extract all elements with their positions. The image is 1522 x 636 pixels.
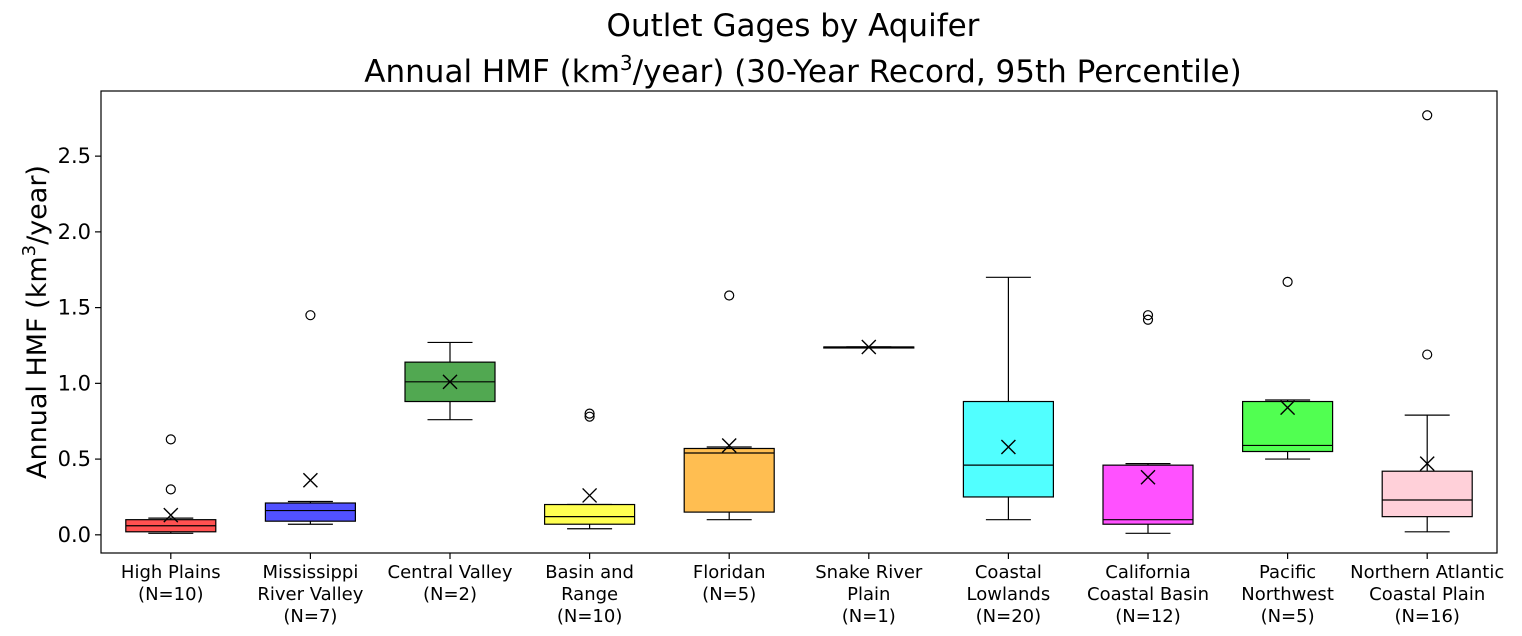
x-category-label: High Plains (N=10): [121, 562, 221, 605]
ylabel-superscript: 3: [19, 245, 40, 256]
mean-marker: [721, 437, 737, 453]
mean-marker: [1140, 469, 1156, 485]
x-category-label-line: Central Valley: [388, 562, 513, 583]
outlier-point: [584, 408, 595, 419]
mean-marker: [442, 374, 458, 390]
x-category-label-line: (N=20): [976, 606, 1042, 627]
mean-marker: [1419, 456, 1435, 472]
y-axis-label: Annual HMF (km3/year): [19, 165, 53, 479]
iqr-box: [543, 503, 636, 525]
outlier-point: [1142, 314, 1154, 325]
x-category-label: Floridan (N=5): [693, 562, 766, 605]
mean-marker: [163, 507, 179, 523]
outlier-point: [724, 290, 735, 301]
iqr-box: [962, 400, 1055, 498]
x-category-label-line: (N=10): [557, 606, 623, 627]
iqr-box: [1241, 400, 1334, 453]
x-category-label-line: Range: [561, 584, 618, 605]
x-category-label-line: Coastal Basin: [1087, 584, 1209, 605]
title-superscript: 3: [620, 51, 633, 75]
y-tick-label: 1.0: [58, 371, 91, 395]
outlier-point: [584, 411, 595, 422]
outlier-point: [165, 484, 176, 495]
outlier-point: [1142, 310, 1154, 321]
iqr-box: [1102, 464, 1194, 525]
iqr-box: [264, 502, 356, 522]
x-category-label-line: (N=5): [1261, 606, 1315, 627]
outlier-point: [1422, 349, 1433, 360]
x-category-label-line: Coastal Plain: [1369, 584, 1485, 605]
x-category-label: Northern Atlantic Coastal Plain (N=16): [1350, 562, 1504, 627]
x-category-label-line: River Valley: [257, 584, 363, 605]
x-category-label: Basin and Range (N=10): [545, 562, 634, 627]
y-tick-label: 1.5: [58, 296, 91, 320]
x-category-label: California Coastal Basin (N=12): [1087, 562, 1209, 627]
outlier-point: [1282, 276, 1293, 287]
x-category-label-line: Coastal: [975, 562, 1042, 583]
y-tick-label: 0.5: [58, 447, 91, 471]
x-category-label-line: Pacific: [1259, 562, 1316, 583]
x-category-label: Coastal Lowlands (N=20): [967, 562, 1051, 627]
plot-frame: [100, 90, 1498, 554]
mean-marker: [582, 487, 598, 503]
x-category-label-line: (N=7): [283, 606, 337, 627]
x-category-label-line: California: [1105, 562, 1190, 583]
x-category-label: Central Valley (N=2): [388, 562, 513, 605]
x-category-label: Pacific Northwest (N=5): [1241, 562, 1334, 627]
x-category-label-line: Northwest: [1241, 584, 1334, 605]
y-tick-label: 0.0: [58, 523, 91, 547]
x-category-label-line: (N=1): [842, 606, 896, 627]
x-category-label: Mississippi River Valley (N=7): [257, 562, 363, 627]
x-category-label-line: Plain: [847, 584, 890, 605]
x-category-label-line: (N=10): [138, 584, 204, 605]
mean-marker: [1280, 400, 1296, 416]
x-category-label-line: (N=5): [702, 584, 756, 605]
mean-marker: [1000, 439, 1016, 455]
x-category-label-line: (N=2): [423, 584, 477, 605]
outlier-point: [1422, 110, 1433, 121]
chart-title-line2: Annual HMF (km3/year) (30-Year Record, 9…: [364, 51, 1241, 90]
x-category-label-line: Mississippi: [262, 562, 358, 583]
x-category-label-line: Snake River: [815, 562, 923, 583]
x-category-label-line: High Plains: [121, 562, 221, 583]
y-tick-label: 2.5: [58, 144, 91, 168]
mean-marker: [861, 339, 877, 355]
x-category-label-line: (N=16): [1394, 606, 1460, 627]
iqr-box: [1381, 470, 1473, 518]
outlier-point: [305, 310, 316, 321]
x-category-label-line: Basin and: [545, 562, 634, 583]
outlier-point: [165, 434, 176, 445]
x-category-label-line: Lowlands: [967, 584, 1051, 605]
x-category-label: Snake River Plain (N=1): [815, 562, 923, 627]
x-category-label-line: Floridan: [693, 562, 766, 583]
chart-title-line1: Outlet Gages by Aquifer: [607, 8, 980, 44]
iqr-box: [683, 447, 775, 513]
x-category-label-line: Northern Atlantic: [1350, 562, 1504, 583]
mean-marker: [302, 472, 318, 488]
y-tick-label: 2.0: [58, 220, 91, 244]
x-category-label-line: (N=12): [1115, 606, 1181, 627]
